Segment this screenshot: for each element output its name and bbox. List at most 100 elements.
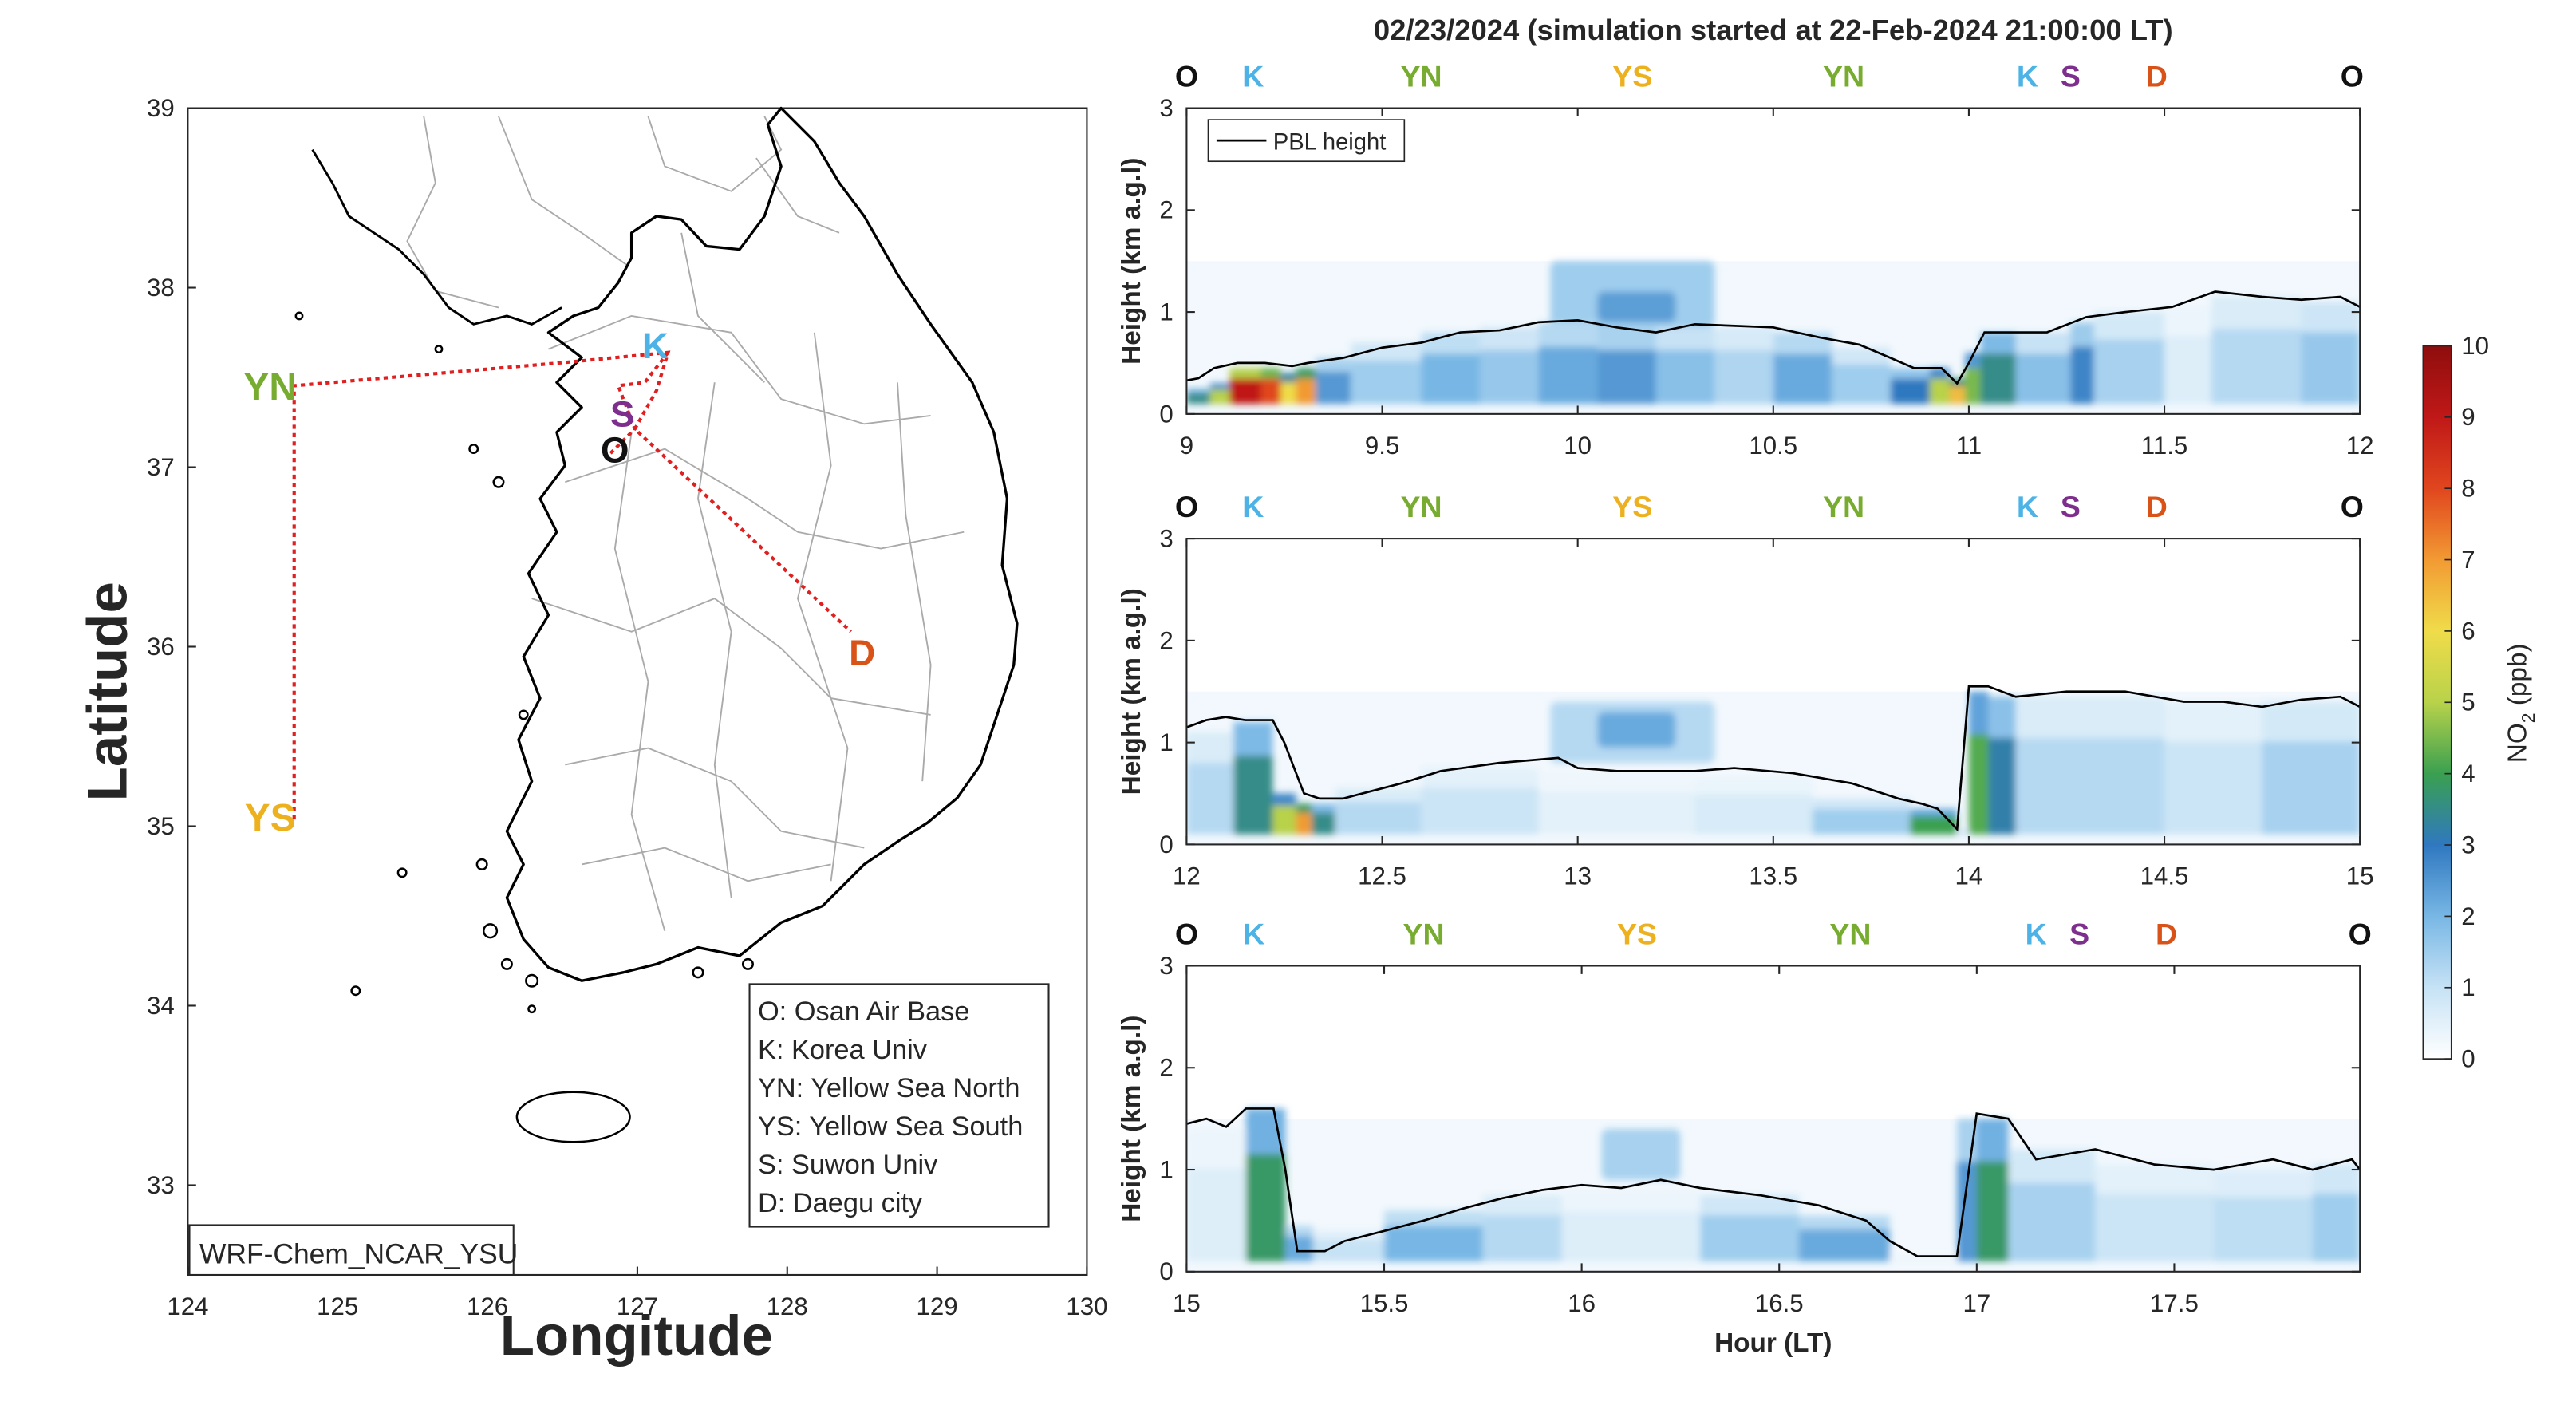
no2-cell-core bbox=[1384, 1226, 1483, 1262]
map-legend-entry: O: Osan Air Base bbox=[758, 997, 969, 1027]
no2-aloft-layer bbox=[1597, 712, 1676, 748]
no2-cell-core bbox=[1957, 1161, 1977, 1262]
map-site-labels: KSO YN YS D bbox=[243, 326, 875, 839]
map-ytick-label: 39 bbox=[147, 94, 175, 122]
ytick-label: 0 bbox=[1159, 1257, 1173, 1285]
island-12 bbox=[434, 345, 444, 354]
island-3 bbox=[525, 973, 539, 988]
no2-cell-core bbox=[1285, 1236, 1313, 1262]
map-ytick-label: 33 bbox=[147, 1171, 175, 1199]
map-xtick-label: 128 bbox=[767, 1293, 808, 1320]
colorbar-tick-label: 10 bbox=[2461, 332, 2489, 360]
no2-cell-core bbox=[2015, 737, 2165, 835]
no2-cell-core bbox=[1312, 812, 1335, 835]
station-label-o: O bbox=[1175, 59, 1198, 93]
xtick-label: 15.5 bbox=[1360, 1289, 1409, 1317]
no2-cells bbox=[1186, 261, 2361, 405]
ytick-label: 2 bbox=[1159, 196, 1173, 224]
no2-cell-core bbox=[1186, 393, 1210, 405]
station-label-s: S bbox=[2069, 917, 2089, 950]
no2-cell-core bbox=[1968, 734, 1989, 835]
no2-cell-core bbox=[2015, 353, 2071, 405]
ytick-label: 3 bbox=[1159, 94, 1173, 122]
ytick-label: 0 bbox=[1159, 831, 1173, 858]
station-label-o: O bbox=[1175, 917, 1198, 950]
xtick-label: 12.5 bbox=[1358, 862, 1406, 890]
no2-cell-core bbox=[1351, 361, 1422, 405]
map-boundaries bbox=[406, 116, 965, 931]
ytick-label: 0 bbox=[1159, 400, 1173, 428]
island-14 bbox=[527, 1004, 537, 1014]
curtain-xlabel: Hour (LT) bbox=[1714, 1328, 1832, 1358]
xtick-label: 14 bbox=[1955, 862, 1983, 890]
no2-cell-core bbox=[1316, 371, 1351, 405]
station-label-o: O bbox=[2341, 59, 2364, 93]
map-legend-entry: D: Daegu city bbox=[758, 1188, 923, 1218]
colorbar-tick-label: 8 bbox=[2461, 475, 2475, 503]
island-6 bbox=[350, 985, 361, 997]
no2-cell-core bbox=[1538, 791, 1695, 835]
xtick-label: 14.5 bbox=[2140, 862, 2189, 890]
no2-cell-core bbox=[1798, 1229, 1890, 1262]
no2-cell-core bbox=[1700, 1214, 1799, 1262]
map-ytick-label: 36 bbox=[147, 633, 175, 661]
no2-cell-core bbox=[1694, 795, 1813, 835]
station-label-d: D bbox=[2156, 917, 2177, 950]
xtick-label: 15 bbox=[2346, 862, 2374, 890]
no2-cell-core bbox=[1832, 364, 1891, 405]
station-label-o: O bbox=[2349, 917, 2372, 950]
no2-cell-core bbox=[1929, 378, 1950, 405]
island-1 bbox=[482, 923, 499, 939]
station-label-yn: YN bbox=[1401, 59, 1442, 93]
map-site-o: O bbox=[601, 430, 629, 471]
no2-cell-core bbox=[2008, 1182, 2096, 1262]
xtick-label: 9 bbox=[1180, 432, 1193, 460]
province-boundary-7 bbox=[796, 332, 849, 882]
no2-cell-core bbox=[1421, 787, 1539, 835]
island-4 bbox=[475, 858, 488, 870]
no2-cell-core bbox=[1957, 831, 1969, 835]
model-label-frame bbox=[188, 1224, 515, 1277]
no2-cell-core bbox=[1561, 1211, 1701, 1262]
no2-cell-core bbox=[1538, 346, 1598, 405]
no2-cell-core bbox=[1296, 378, 1316, 405]
no2-cell-core bbox=[1186, 1168, 1246, 1262]
no2-cells bbox=[1186, 691, 2361, 835]
ytick-label: 3 bbox=[1159, 525, 1173, 553]
no2-cell-core bbox=[1988, 737, 2016, 835]
curtain-panel-3: 15 15.5 16 16.5 17 17.5 0 1 2 3 Height (km a.g.l) O… bbox=[1117, 917, 2372, 1316]
colorbar-tick-label: 7 bbox=[2461, 546, 2475, 574]
north-boundary-2 bbox=[498, 116, 629, 267]
no2-cell-core bbox=[1949, 385, 1966, 405]
station-label-ys: YS bbox=[1617, 917, 1657, 950]
station-label-k: K bbox=[1243, 917, 1264, 950]
island-5 bbox=[396, 867, 408, 878]
xtick-label: 12 bbox=[1173, 862, 1201, 890]
station-label-o: O bbox=[1175, 490, 1198, 523]
ylabel: Height (km a.g.l) bbox=[1117, 158, 1146, 365]
colorbar-tick-label: 1 bbox=[2461, 973, 2475, 1001]
ylabel: Height (km a.g.l) bbox=[1117, 588, 1146, 795]
province-boundary-2 bbox=[565, 448, 965, 550]
colorbar-tick-label: 6 bbox=[2461, 617, 2475, 645]
no2-cell-core bbox=[1482, 1214, 1562, 1262]
no2-cell-core bbox=[1480, 349, 1539, 405]
xtick-label: 17 bbox=[1963, 1289, 1990, 1317]
station-label-yn: YN bbox=[1823, 59, 1864, 93]
map-legend-entry: YN: Yellow Sea North bbox=[758, 1073, 1020, 1103]
station-label-yn: YN bbox=[1823, 490, 1864, 523]
no2-cell-core bbox=[1296, 812, 1312, 835]
map-legend-entry: K: Korea Univ bbox=[758, 1035, 928, 1065]
colorbar: 0 1 2 3 4 5 6 7 8 9 10 NO2 (ppb) bbox=[2422, 332, 2539, 1073]
xtick-label: 13 bbox=[1564, 862, 1592, 890]
station-label-k: K bbox=[2017, 59, 2038, 93]
island-10 bbox=[741, 957, 754, 970]
colorbar-tick-label: 4 bbox=[2461, 760, 2475, 787]
no2-cell-core bbox=[2070, 346, 2094, 405]
no2-cell-core bbox=[2262, 741, 2361, 835]
no2-cell-core bbox=[1245, 1154, 1286, 1262]
colorbar-gradient bbox=[2422, 345, 2452, 1060]
station-label-d: D bbox=[2146, 490, 2168, 523]
no2-cell-core bbox=[2301, 332, 2361, 405]
